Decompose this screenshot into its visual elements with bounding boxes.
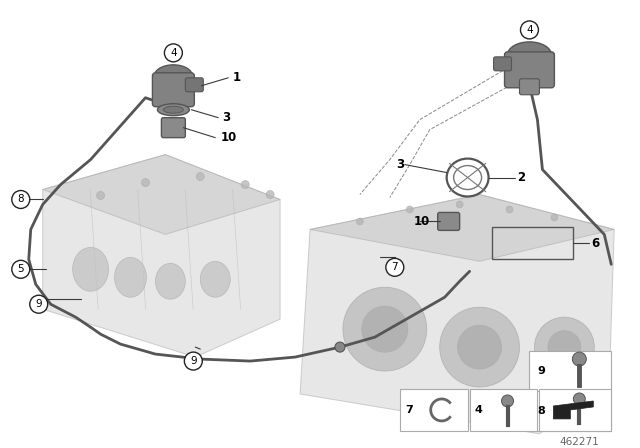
Circle shape [184, 352, 202, 370]
Ellipse shape [157, 104, 189, 116]
Ellipse shape [154, 65, 193, 87]
Circle shape [141, 179, 149, 186]
Circle shape [97, 191, 104, 199]
Text: 9: 9 [190, 356, 196, 366]
Text: 4: 4 [526, 25, 532, 35]
Text: 9: 9 [35, 299, 42, 309]
Bar [492, 228, 573, 259]
Bar [529, 391, 611, 431]
Text: 2: 2 [518, 171, 525, 184]
Ellipse shape [508, 42, 552, 68]
Circle shape [520, 21, 538, 39]
Text: 9: 9 [538, 366, 545, 376]
Text: 3: 3 [396, 158, 404, 171]
Circle shape [386, 258, 404, 276]
Circle shape [196, 172, 204, 181]
Ellipse shape [156, 263, 186, 299]
FancyBboxPatch shape [504, 52, 554, 88]
Circle shape [573, 393, 586, 405]
Text: 6: 6 [591, 237, 600, 250]
Text: 3: 3 [222, 111, 230, 124]
FancyBboxPatch shape [493, 57, 511, 71]
Text: 1: 1 [232, 71, 241, 84]
Circle shape [356, 218, 364, 225]
Text: 10: 10 [220, 131, 237, 144]
FancyBboxPatch shape [438, 212, 460, 230]
Ellipse shape [72, 247, 109, 291]
FancyBboxPatch shape [520, 79, 540, 95]
Circle shape [440, 307, 520, 387]
Polygon shape [43, 155, 280, 234]
Text: 7: 7 [404, 405, 413, 415]
Circle shape [506, 206, 513, 213]
Circle shape [241, 181, 249, 189]
Text: 4: 4 [475, 405, 483, 415]
Text: 5: 5 [17, 264, 24, 274]
Circle shape [362, 306, 408, 352]
Text: 4: 4 [170, 48, 177, 58]
Circle shape [164, 44, 182, 62]
Circle shape [343, 287, 427, 371]
FancyBboxPatch shape [161, 118, 186, 138]
Circle shape [456, 201, 463, 208]
Polygon shape [554, 401, 593, 419]
FancyBboxPatch shape [186, 78, 204, 92]
Text: 462271: 462271 [559, 437, 599, 447]
Circle shape [551, 214, 558, 221]
Circle shape [266, 190, 274, 198]
Circle shape [12, 190, 29, 208]
Bar [470, 389, 538, 431]
Text: 8: 8 [17, 194, 24, 204]
Text: 7: 7 [392, 263, 398, 272]
Ellipse shape [200, 261, 230, 297]
FancyBboxPatch shape [152, 73, 195, 107]
Circle shape [502, 395, 513, 407]
Bar [540, 389, 611, 431]
Circle shape [534, 317, 595, 377]
Circle shape [548, 331, 581, 364]
Text: 10: 10 [413, 215, 430, 228]
Circle shape [406, 206, 413, 213]
Circle shape [572, 352, 586, 366]
Circle shape [458, 325, 502, 369]
Polygon shape [310, 194, 614, 261]
Circle shape [335, 342, 345, 352]
Ellipse shape [163, 106, 183, 113]
Polygon shape [43, 155, 280, 357]
Bar [400, 389, 468, 431]
Text: 8: 8 [538, 406, 545, 416]
Circle shape [29, 295, 48, 313]
Bar [529, 351, 611, 391]
Ellipse shape [115, 257, 147, 297]
Circle shape [12, 260, 29, 278]
Polygon shape [300, 194, 614, 434]
